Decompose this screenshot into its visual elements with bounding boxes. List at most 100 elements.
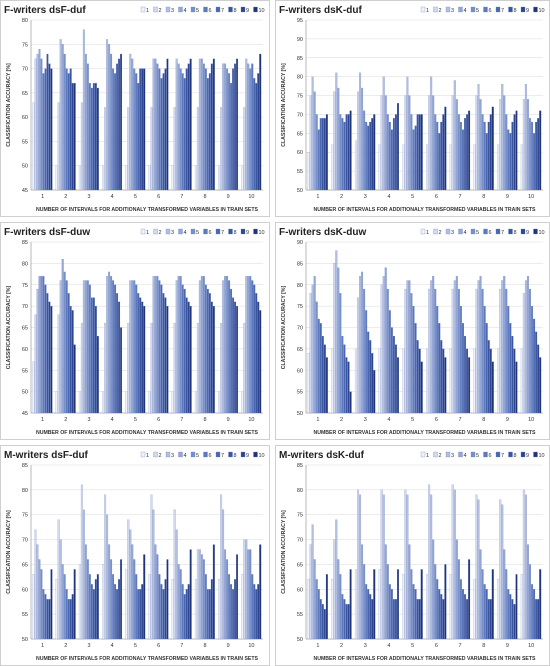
bar [104,323,107,414]
legend-swatch [253,6,258,13]
legend-swatch [190,228,196,235]
bar [363,564,366,640]
bar [392,118,395,191]
bar [406,76,409,191]
bar [354,348,357,414]
legend-swatch [470,451,476,458]
bar [131,544,134,640]
x-tick-label: 9 [227,417,230,423]
bar [133,559,136,640]
bar [80,484,83,640]
bar [243,323,246,414]
bar [234,63,237,191]
bar [497,579,500,640]
bar [404,95,407,191]
bar [125,569,128,640]
bar [410,569,413,640]
bar [114,584,117,640]
bar [160,78,163,191]
bar [112,574,115,640]
bar [181,284,184,414]
y-tick-label: 60 [22,115,28,121]
bar [359,276,362,414]
bar [356,297,359,414]
x-tick-label: 9 [506,417,509,423]
legend-label: 10 [259,453,265,459]
bar [428,484,431,640]
legend-label: 3 [451,8,454,14]
y-tick-label: 95 [297,18,303,24]
bar [63,271,66,414]
bar [449,574,452,640]
bar [164,68,167,191]
x-tick-label: 5 [134,643,137,649]
bar [127,107,130,191]
bar [491,361,494,414]
bar [371,599,374,640]
bar [505,114,508,191]
bar [402,144,405,191]
bar [185,297,188,414]
bar [204,574,207,640]
bar [171,391,174,414]
x-tick-label: 4 [111,417,114,423]
bar [384,544,387,640]
bar [325,114,328,191]
bar [196,549,199,640]
bar [257,73,260,191]
bar [255,293,258,414]
bar [507,129,510,191]
bar [321,335,324,414]
bar [347,361,350,414]
bar [529,118,532,191]
bar [251,574,254,640]
legend-swatch [508,6,513,13]
bar [361,271,364,414]
bar [141,301,144,414]
x-tick-label: 7 [180,643,183,649]
bar [185,68,188,191]
legend-label: 2 [439,453,442,459]
legend-label: 1 [426,453,429,459]
bar [307,579,310,640]
x-tick-label: 6 [435,194,438,200]
bar [189,58,192,191]
bar [228,73,231,191]
legend-label: 8 [234,453,237,459]
bar [356,91,359,191]
legend-swatch [458,6,463,13]
bar [224,276,227,414]
x-tick-label: 1 [316,194,319,200]
bar [402,574,405,640]
x-tick-label: 8 [203,643,206,649]
bar [110,53,113,191]
bar [118,579,121,640]
bar [185,589,188,640]
bar [404,489,407,640]
bar [511,121,514,191]
bar [345,604,348,640]
y-tick-label: 55 [22,139,28,145]
bar [410,293,413,414]
legend-swatch [140,6,146,13]
bar [208,73,211,191]
bar [499,99,502,191]
bar [416,340,419,414]
bar [373,114,376,191]
bar [430,280,433,414]
bar [430,494,433,640]
bar [386,288,389,414]
bar [236,306,239,414]
bar [475,494,478,640]
legend-swatch [533,6,538,13]
bar [200,58,203,191]
y-tick-label: 80 [22,18,28,24]
bar [259,544,262,640]
bar [323,609,326,640]
bar [118,58,121,191]
bar [73,344,76,414]
bar [82,280,85,414]
bar [189,549,192,640]
bar [210,301,213,414]
x-tick-label: 10 [528,417,534,423]
